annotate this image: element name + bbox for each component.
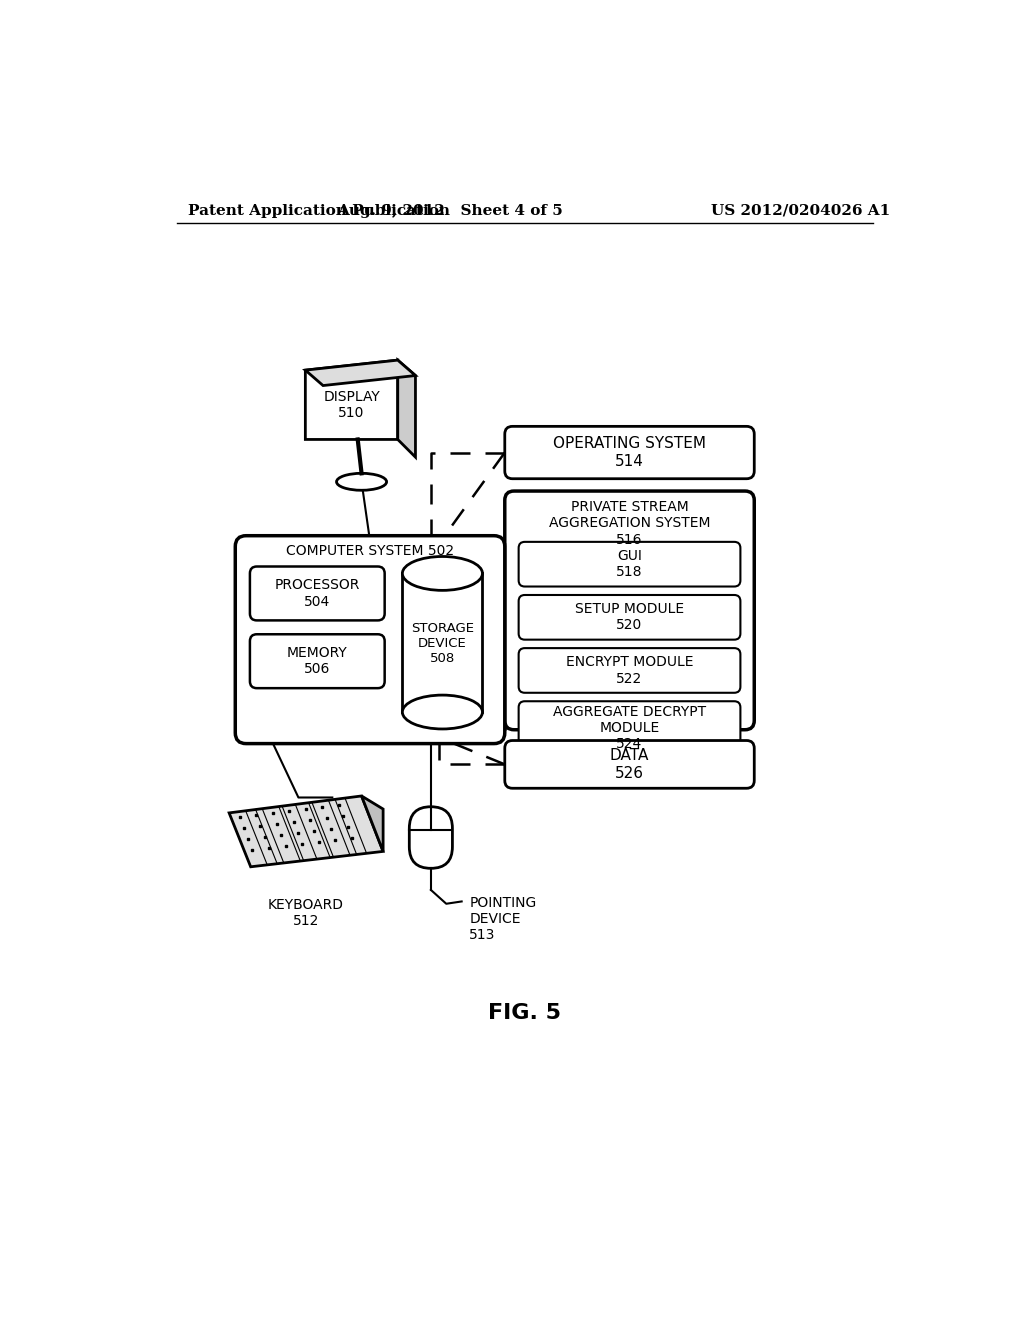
FancyBboxPatch shape [250,566,385,620]
FancyBboxPatch shape [518,648,740,693]
Polygon shape [361,796,383,851]
FancyBboxPatch shape [518,595,740,640]
FancyBboxPatch shape [410,807,453,869]
Text: US 2012/0204026 A1: US 2012/0204026 A1 [711,203,890,218]
Ellipse shape [402,696,482,729]
Text: FIG. 5: FIG. 5 [488,1003,561,1023]
Text: Patent Application Publication: Patent Application Publication [188,203,451,218]
Polygon shape [397,360,416,457]
Text: ENCRYPT MODULE
522: ENCRYPT MODULE 522 [566,655,693,685]
FancyBboxPatch shape [505,426,755,479]
Ellipse shape [337,474,387,490]
Polygon shape [305,360,397,440]
Polygon shape [305,360,416,385]
FancyBboxPatch shape [236,536,505,743]
Text: POINTING
DEVICE
513: POINTING DEVICE 513 [469,896,537,942]
Polygon shape [402,573,482,711]
Text: OPERATING SYSTEM
514: OPERATING SYSTEM 514 [553,437,706,469]
Text: DISPLAY
510: DISPLAY 510 [324,389,380,420]
Text: SETUP MODULE
520: SETUP MODULE 520 [574,602,684,632]
Text: MEMORY
506: MEMORY 506 [287,645,348,676]
Ellipse shape [402,557,482,590]
Text: COMPUTER SYSTEM 502: COMPUTER SYSTEM 502 [286,544,454,558]
Text: GUI
518: GUI 518 [616,549,643,579]
Text: AGGREGATE DECRYPT
MODULE
524: AGGREGATE DECRYPT MODULE 524 [553,705,707,751]
Text: Aug. 9, 2012   Sheet 4 of 5: Aug. 9, 2012 Sheet 4 of 5 [337,203,563,218]
FancyBboxPatch shape [505,741,755,788]
Text: KEYBOARD
512: KEYBOARD 512 [268,898,344,928]
Text: STORAGE
DEVICE
508: STORAGE DEVICE 508 [411,622,474,665]
FancyBboxPatch shape [518,543,740,586]
Text: DATA
526: DATA 526 [610,748,649,780]
Text: PRIVATE STREAM
AGGREGATION SYSTEM
516: PRIVATE STREAM AGGREGATION SYSTEM 516 [549,500,711,546]
FancyBboxPatch shape [250,635,385,688]
FancyBboxPatch shape [518,701,740,755]
FancyBboxPatch shape [505,491,755,730]
Text: PROCESSOR
504: PROCESSOR 504 [274,578,360,609]
Polygon shape [229,796,383,867]
